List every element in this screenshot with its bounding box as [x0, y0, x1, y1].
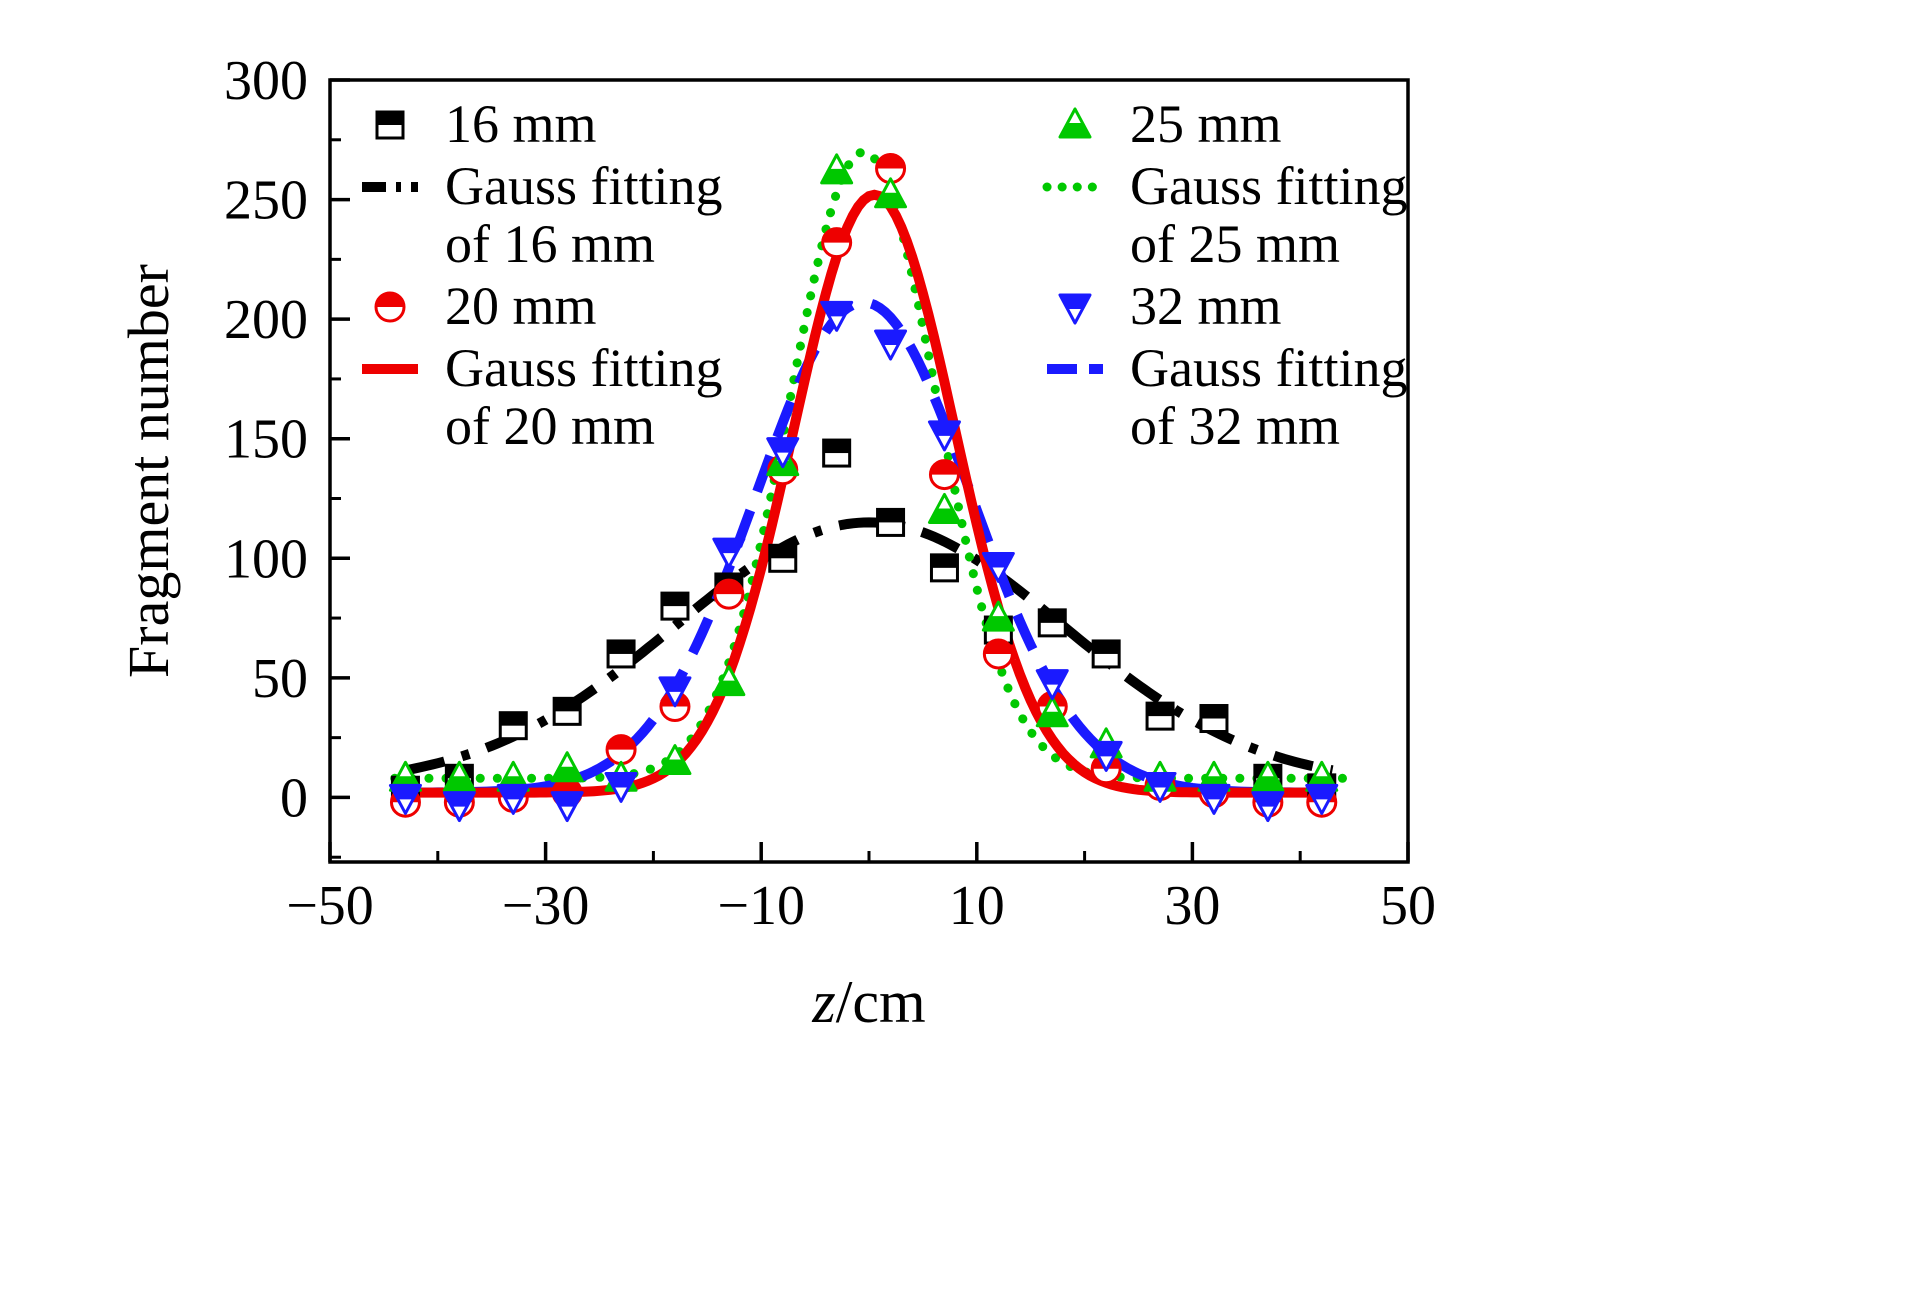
- legend-label: 16 mm: [445, 94, 597, 154]
- series-16-mm: [390, 438, 1337, 805]
- y-tick-label: 50: [252, 648, 308, 710]
- fit-curve-gauss-fitting-of-32-mm: [405, 297, 1333, 798]
- y-tick-label: 300: [224, 50, 308, 112]
- series-32-mm: [388, 300, 1339, 823]
- legend-label: 32 mm: [1130, 276, 1282, 336]
- y-tick-label: 0: [280, 767, 308, 829]
- y-tick-label: 200: [224, 289, 308, 351]
- legend-label: of 25 mm: [1130, 214, 1340, 274]
- y-axis-title: Fragment number: [116, 264, 181, 678]
- y-axis: 0 50 100 150 200 250 300: [224, 50, 350, 859]
- y-tick-label: 100: [224, 528, 308, 590]
- x-tick-label: −30: [502, 875, 590, 937]
- y-tick-label: 150: [224, 409, 308, 471]
- legend-label: of 32 mm: [1130, 396, 1340, 456]
- legend-label: 20 mm: [445, 276, 597, 336]
- x-axis-title: z/cm: [811, 969, 925, 1035]
- x-axis-title: z/cm: [811, 969, 925, 1035]
- x-tick-label: 30: [1164, 875, 1220, 937]
- legend-label: Gauss fitting: [445, 156, 723, 216]
- y-tick-label: 250: [224, 170, 308, 232]
- legend-label: Gauss fitting: [1130, 338, 1408, 398]
- x-tick-label: −50: [286, 875, 374, 937]
- x-tick-label: 50: [1380, 875, 1436, 937]
- legend-label: Gauss fitting: [1130, 156, 1408, 216]
- x-tick-label: −10: [717, 875, 805, 937]
- y-axis-title: Fragment number: [116, 264, 181, 678]
- legend-label: of 16 mm: [445, 214, 655, 274]
- legend-label: of 20 mm: [445, 396, 655, 456]
- legend-label: 25 mm: [1130, 94, 1282, 154]
- fit-curve-gauss-fitting-of-16-mm: [404, 517, 1334, 776]
- x-axis: −50 −30 −10 10 30 50: [286, 842, 1436, 937]
- legend-label: Gauss fitting: [445, 338, 723, 398]
- x-tick-label: 10: [949, 875, 1005, 937]
